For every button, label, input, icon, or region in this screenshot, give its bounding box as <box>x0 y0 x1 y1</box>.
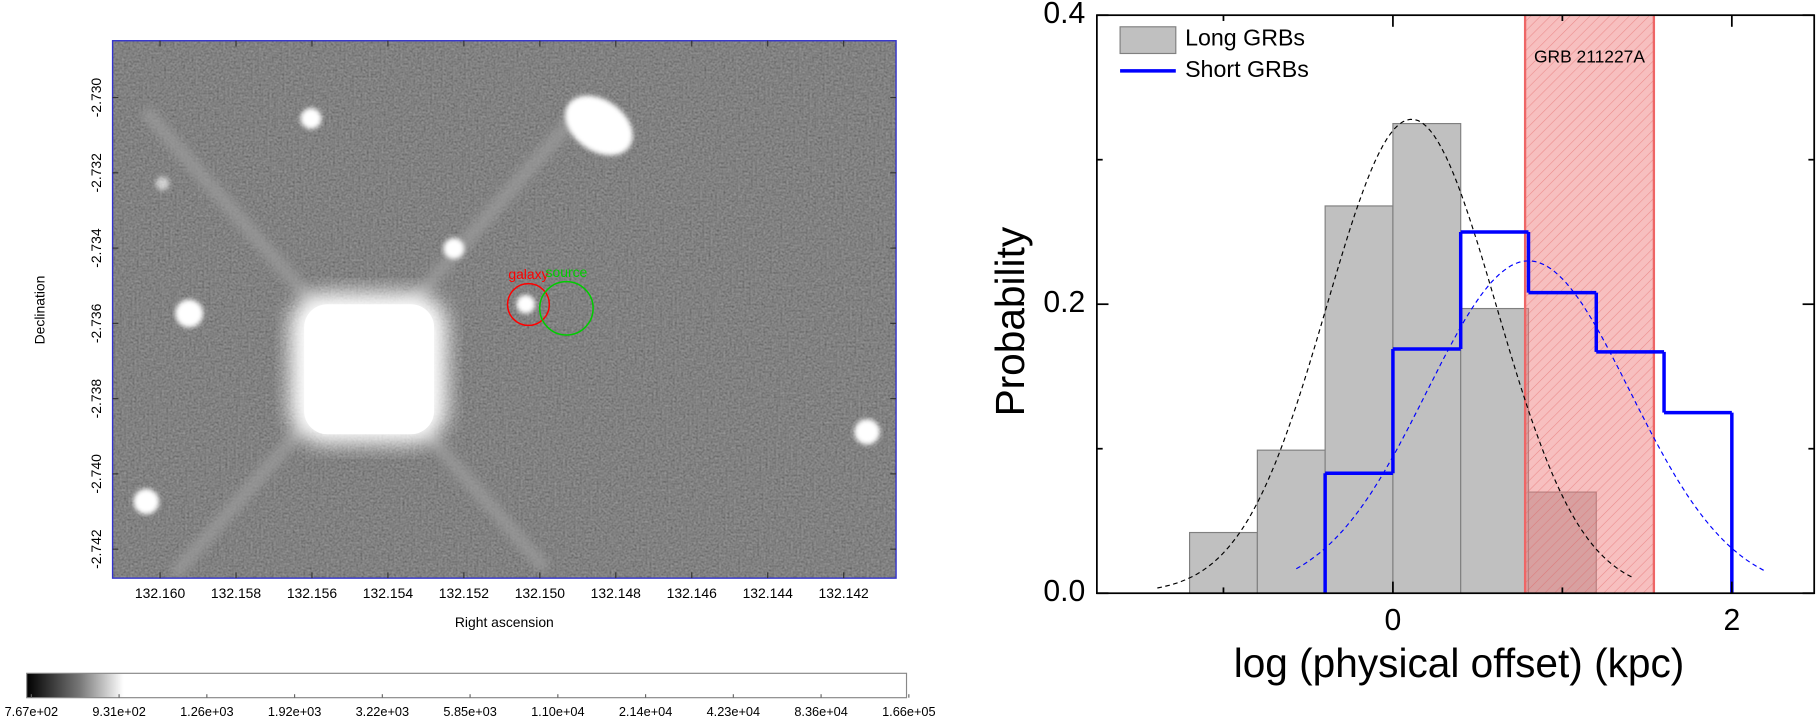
colorbar-tick-label: 7.67e+02 <box>5 704 59 719</box>
legend-label: Short GRBs <box>1185 56 1309 82</box>
fit-curve <box>1157 118 1633 589</box>
band-label: GRB 211227A <box>1534 47 1645 67</box>
y-tick-label: -2.740 <box>88 454 104 494</box>
y-tick-label: -2.734 <box>88 228 104 268</box>
colorbar-tick-label: 8.36e+04 <box>794 704 848 719</box>
y-tick-label: 0.4 <box>1043 0 1085 30</box>
image-frame <box>111 40 897 579</box>
y-tick-label: -2.738 <box>88 379 104 419</box>
colorbar-tick-label: 5.85e+03 <box>443 704 497 719</box>
histogram-bar <box>1256 449 1326 594</box>
region-marker <box>538 280 594 336</box>
y-tick-label: 0.2 <box>1043 286 1085 319</box>
colorbar-tick-label: 3.22e+03 <box>356 704 410 719</box>
colorbar-tick-label: 4.23e+04 <box>707 704 761 719</box>
fit-curve <box>1296 260 1766 572</box>
x-tick-label: 2 <box>1723 604 1740 637</box>
colorbar-tick-label: 1.26e+03 <box>180 704 234 719</box>
plot-area <box>1157 15 1766 594</box>
y-tick-label: -2.736 <box>88 303 104 343</box>
region-label: galaxy <box>508 266 548 282</box>
histogram-bar <box>1188 531 1258 594</box>
legend-swatch <box>1119 26 1177 55</box>
y-axis-label: Probability <box>987 226 1033 416</box>
colorbar-tick-label: 1.92e+03 <box>268 704 322 719</box>
colorbar-tick-label: 2.14e+04 <box>619 704 673 719</box>
x-tick-label: 132.154 <box>363 585 414 601</box>
histogram-bar <box>1460 307 1530 594</box>
x-tick-label: 132.152 <box>439 585 490 601</box>
histogram-bar <box>1392 122 1462 594</box>
colorbar-tick-label: 9.31e+02 <box>92 704 146 719</box>
colorbar <box>26 672 908 699</box>
x-tick-label: 132.148 <box>591 585 642 601</box>
y-tick-label: -2.732 <box>88 153 104 193</box>
x-tick-label: 132.158 <box>211 585 262 601</box>
y-axis-label: Declination <box>31 276 47 345</box>
x-tick-label: 132.150 <box>515 585 566 601</box>
y-tick-label: -2.742 <box>88 529 104 569</box>
x-tick-label: 132.144 <box>743 585 794 601</box>
y-tick-label: 0.0 <box>1043 575 1085 608</box>
colorbar-tick-label: 1.66e+05 <box>882 704 936 719</box>
band-hatch <box>1525 15 1654 594</box>
sky-image <box>112 40 897 579</box>
x-tick-label: 132.160 <box>135 585 186 601</box>
histogram-bar <box>1324 205 1394 594</box>
legend-label: Long GRBs <box>1185 25 1305 51</box>
x-tick-label: 132.142 <box>819 585 870 601</box>
x-axis-label: log (physical offset) (kpc) <box>1234 640 1685 686</box>
x-axis-label: Right ascension <box>455 614 554 630</box>
x-tick-label: 132.146 <box>667 585 718 601</box>
x-tick-label: 0 <box>1385 604 1402 637</box>
y-tick-label: -2.730 <box>88 78 104 118</box>
x-tick-label: 132.156 <box>287 585 338 601</box>
colorbar-tick-label: 1.10e+04 <box>531 704 585 719</box>
region-marker <box>506 282 551 327</box>
region-label: source <box>546 264 588 280</box>
